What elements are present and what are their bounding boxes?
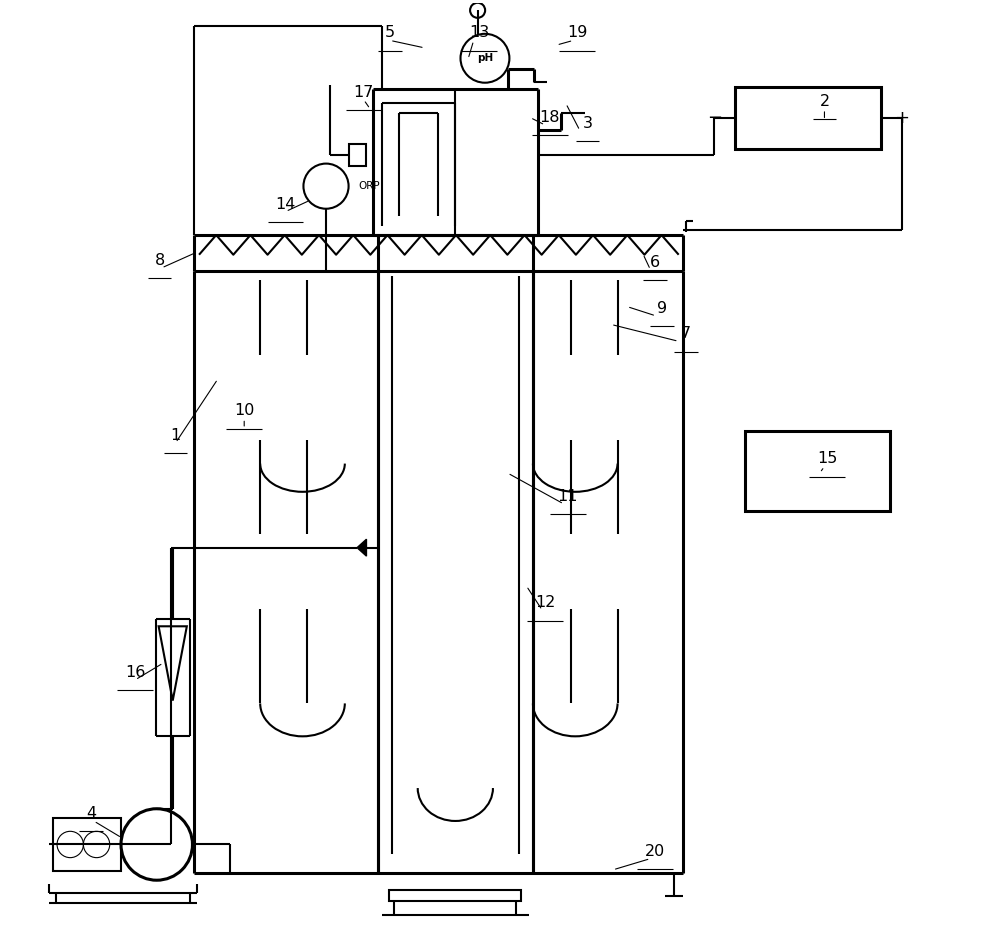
Text: 4: 4 (86, 806, 96, 821)
Text: 19: 19 (567, 26, 587, 41)
Text: −: − (707, 109, 722, 127)
Text: 8: 8 (154, 253, 165, 268)
Text: 5: 5 (385, 26, 395, 41)
Bar (745, 430, 890, 511)
Text: 9: 9 (657, 301, 667, 316)
Text: 6: 6 (650, 254, 660, 270)
Text: 11: 11 (557, 489, 578, 504)
Text: 12: 12 (535, 595, 555, 610)
Bar (53, 818, 121, 871)
Text: 2: 2 (819, 94, 830, 109)
Bar (735, 87, 881, 149)
Text: 3: 3 (582, 115, 592, 131)
Text: pH: pH (477, 53, 493, 63)
Text: 10: 10 (234, 403, 254, 418)
Text: 14: 14 (275, 197, 296, 212)
Text: 15: 15 (817, 451, 837, 466)
Text: 17: 17 (353, 84, 374, 99)
Polygon shape (357, 539, 366, 556)
Text: ORP: ORP (358, 182, 380, 191)
Bar (349, 144, 366, 166)
Text: 13: 13 (469, 26, 489, 41)
Text: 20: 20 (645, 844, 665, 859)
Text: 7: 7 (681, 326, 691, 342)
Text: 1: 1 (170, 428, 181, 443)
Bar (389, 889, 521, 901)
Text: 18: 18 (540, 110, 560, 125)
Text: 16: 16 (125, 665, 145, 680)
Text: +: + (894, 109, 909, 127)
